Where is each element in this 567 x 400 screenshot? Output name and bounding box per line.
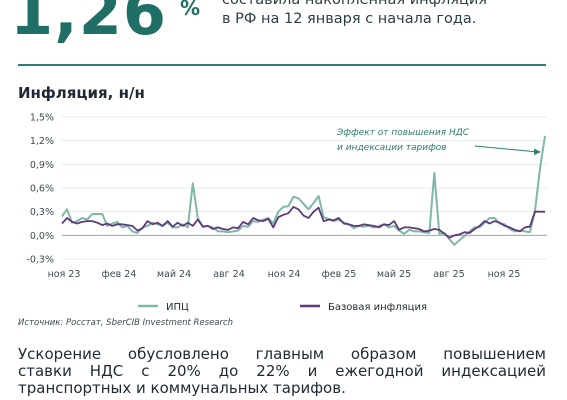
- x-tick-label: авг 24: [213, 269, 245, 280]
- y-tick-label: 0,6%: [30, 184, 54, 195]
- x-tick-label: фев 25: [322, 269, 357, 280]
- chart-title: Инфляция, н/н: [18, 84, 145, 102]
- body-text: Ускорение обусловлено главным образом по…: [18, 346, 546, 397]
- annotation-arrow: [474, 145, 539, 153]
- body-text-line-2: ставки НДС с 20% до 22% и ежегодной инде…: [18, 362, 546, 380]
- big-inflation-unit: %: [180, 0, 201, 20]
- source-note: Источник: Росстат, SberCIB Investment Re…: [18, 318, 234, 328]
- x-tick-label: ноя 25: [488, 269, 521, 280]
- inflation-chart: 1,5% 1,2% 0,9% 0,6% 0,3% 0,0% -0,3% ноя 23 фев …: [26, 113, 547, 313]
- x-tick-label: май 25: [377, 269, 411, 280]
- y-tick-label: 0,9%: [30, 160, 54, 171]
- annotation-text-line-2: и индексации тарифов: [337, 143, 447, 153]
- x-tick-label: фев 24: [102, 269, 137, 280]
- y-tick-label: 0,0%: [30, 231, 54, 242]
- annotation-arrowhead: [534, 148, 541, 155]
- headline-line-1: составила накопленная инфляция: [222, 0, 488, 8]
- y-tick-label: -0,3%: [26, 255, 54, 266]
- y-tick-label: 1,2%: [30, 136, 54, 147]
- y-tick-label: 0,3%: [30, 207, 54, 218]
- headline-line-2: в РФ на 12 января с начала года.: [222, 11, 477, 27]
- divider: [18, 64, 546, 66]
- x-tick-label: ноя 24: [268, 269, 301, 280]
- headline: составила накопленная инфляция в РФ на 1…: [222, 0, 562, 29]
- legend-label-cpi: ИПЦ: [166, 302, 189, 313]
- x-tick-label: май 24: [157, 269, 191, 280]
- x-tick-label: ноя 23: [48, 269, 81, 280]
- body-text-line-1: Ускорение обусловлено главным образом по…: [18, 345, 546, 363]
- big-inflation-value: 1,26: [10, 0, 167, 49]
- annotation-text-line-1: Эффект от повышения НДС: [336, 128, 470, 138]
- y-tick-label: 1,5%: [30, 113, 54, 124]
- x-tick-label: авг 25: [433, 269, 465, 280]
- body-text-line-3: транспортных и коммунальных тарифов.: [18, 379, 346, 397]
- legend-label-core: Базовая инфляция: [328, 302, 427, 313]
- series-line-core-inflation: [61, 205, 545, 239]
